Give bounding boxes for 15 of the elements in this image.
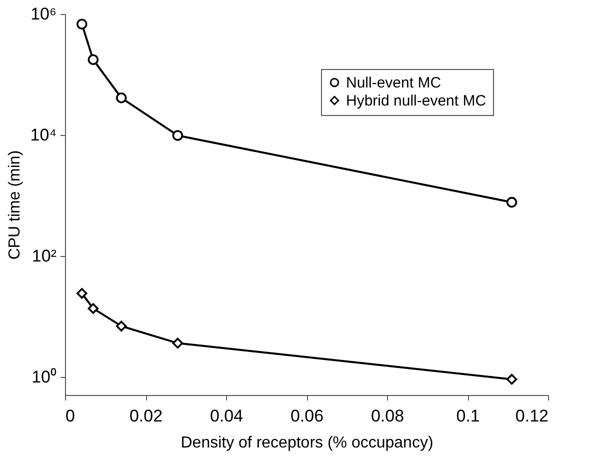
- x-tick-label: 0.04: [210, 406, 244, 426]
- x-tick-label: 0.12: [515, 406, 548, 426]
- y-tick-label: 10⁰: [32, 367, 56, 386]
- x-axis-title: Density of receptors (% occupancy): [180, 434, 434, 452]
- x-tick-label: 0: [66, 406, 75, 426]
- y-tick-label: 10⁴: [30, 125, 56, 144]
- y-tick-label: 10⁶: [30, 4, 56, 24]
- y-tick-label: 10²: [32, 246, 57, 266]
- x-tick-label: 0.06: [290, 406, 324, 426]
- y-axis-title: CPU time (min): [6, 150, 24, 260]
- x-tick-label: 0.08: [370, 406, 404, 426]
- legend-label: Hybrid null-event MC: [346, 92, 486, 110]
- x-tick-label: 0.1: [456, 406, 480, 426]
- legend-label: Null-event MC: [346, 74, 442, 92]
- x-tick-label: 0.02: [129, 406, 163, 426]
